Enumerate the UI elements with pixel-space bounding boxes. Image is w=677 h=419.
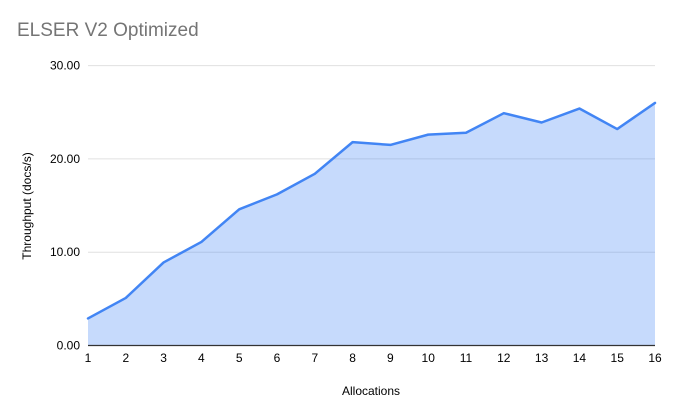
x-tick-label: 12 bbox=[497, 351, 511, 365]
y-tick-label: 30.00 bbox=[50, 59, 80, 73]
series-line bbox=[86, 101, 657, 320]
x-tick-label: 14 bbox=[573, 351, 587, 365]
x-tick-label: 13 bbox=[535, 351, 549, 365]
x-tick-label: 5 bbox=[236, 351, 243, 365]
x-tick-label: 7 bbox=[311, 351, 318, 365]
chart-title: ELSER V2 Optimized bbox=[17, 20, 199, 41]
x-tick-label: 4 bbox=[198, 351, 205, 365]
x-tick-label: 3 bbox=[160, 351, 167, 365]
y-tick-label: 20.00 bbox=[50, 152, 80, 166]
y-tick-label: 10.00 bbox=[50, 245, 80, 259]
x-tick-label: 15 bbox=[611, 351, 625, 365]
x-tick-label: 9 bbox=[387, 351, 394, 365]
x-tick-label: 11 bbox=[460, 351, 473, 365]
x-tick-label: 8 bbox=[349, 351, 356, 365]
area-fill bbox=[88, 102, 655, 346]
x-tick-label: 6 bbox=[274, 351, 281, 365]
x-tick-label: 16 bbox=[648, 351, 662, 365]
x-tick-label: 10 bbox=[422, 351, 436, 365]
y-tick-label: 0.00 bbox=[57, 339, 81, 353]
x-tick-label: 1 bbox=[85, 351, 92, 365]
x-axis-title: Allocations bbox=[341, 384, 401, 398]
x-tick-label: 2 bbox=[122, 351, 129, 365]
